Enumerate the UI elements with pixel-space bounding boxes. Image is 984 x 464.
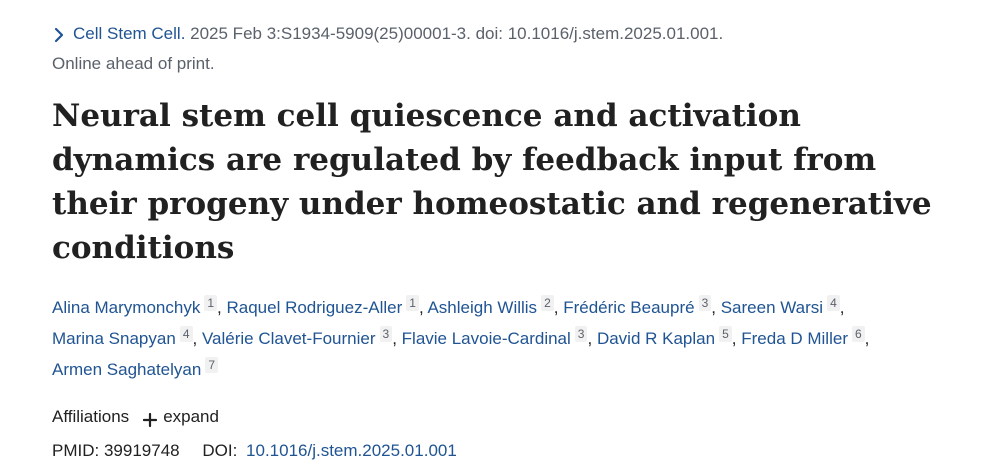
- author-item: Armen Saghatelyan 7: [52, 357, 219, 379]
- author-list: Alina Marymonchyk 1, Raquel Rodriguez-All…: [52, 292, 872, 385]
- affiliation-number[interactable]: 7: [205, 357, 219, 373]
- author-item: Ashleigh Willis 2,: [427, 295, 559, 317]
- author-item: Marina Snapyan 4,: [52, 326, 198, 348]
- author-separator: ,: [839, 298, 845, 317]
- author-separator: ,: [587, 329, 593, 348]
- author-link[interactable]: Marina Snapyan: [52, 329, 176, 348]
- author-link[interactable]: Sareen Warsi: [720, 298, 824, 317]
- author-item: Alina Marymonchyk 1,: [52, 295, 222, 317]
- author-link[interactable]: Alina Marymonchyk: [52, 298, 201, 317]
- author-separator: ,: [217, 298, 222, 317]
- author-separator: ,: [192, 329, 198, 348]
- affiliations-label: Affiliations: [52, 407, 130, 426]
- doi-link[interactable]: 10.1016/j.stem.2025.01.001: [246, 441, 457, 460]
- affiliation-number[interactable]: 2: [541, 295, 554, 311]
- author-separator: ,: [731, 329, 737, 348]
- author-separator: ,: [553, 298, 559, 317]
- affiliation-number[interactable]: 4: [827, 295, 840, 311]
- journal-line: Cell Stem Cell. 2025 Feb 3:S1934-5909(25…: [52, 22, 952, 46]
- affiliation-number[interactable]: 4: [179, 326, 193, 342]
- author-separator: ,: [711, 298, 716, 317]
- affiliation-number[interactable]: 3: [698, 295, 712, 311]
- affiliation-number[interactable]: 5: [719, 326, 732, 342]
- affiliation-number[interactable]: 3: [379, 326, 393, 342]
- affiliation-number[interactable]: 1: [406, 295, 419, 311]
- author-link[interactable]: Freda D Miller: [741, 329, 848, 348]
- article-header: Cell Stem Cell. 2025 Feb 3:S1934-5909(25…: [52, 22, 952, 463]
- author-separator: ,: [418, 298, 424, 317]
- author-item: David R Kaplan 5,: [596, 326, 737, 348]
- author-separator: ,: [864, 329, 870, 348]
- article-title: Neural stem cell quiescence and activati…: [52, 98, 932, 266]
- pmid-label: PMID:: [52, 441, 100, 460]
- author-separator: ,: [392, 329, 397, 348]
- author-item: Sareen Warsi 4,: [720, 295, 845, 317]
- affiliation-number[interactable]: 1: [204, 295, 218, 311]
- identifiers: PMID: 39919748 DOI: 10.1016/j.stem.2025.…: [52, 439, 952, 463]
- author-link[interactable]: Ashleigh Willis: [427, 298, 538, 317]
- author-link[interactable]: Valérie Clavet-Fournier: [201, 329, 376, 348]
- author-item: Freda D Miller 6,: [741, 326, 870, 348]
- affiliation-number[interactable]: 6: [851, 326, 865, 342]
- citation: Cell Stem Cell. 2025 Feb 3:S1934-5909(25…: [52, 22, 952, 76]
- author-link[interactable]: Raquel Rodriguez-Aller: [226, 298, 403, 317]
- plus-icon[interactable]: [143, 410, 158, 428]
- citation-details: 2025 Feb 3:S1934-5909(25)00001-3. doi: 1…: [185, 24, 724, 43]
- pmid-value: 39919748: [103, 441, 180, 460]
- affiliation-number[interactable]: 3: [574, 326, 588, 342]
- author-link[interactable]: David R Kaplan: [596, 329, 716, 348]
- expand-affiliations-button[interactable]: expand: [163, 407, 219, 426]
- journal-link[interactable]: Cell Stem Cell.: [73, 24, 186, 43]
- author-link[interactable]: Flavie Lavoie-Cardinal: [401, 329, 571, 348]
- author-link[interactable]: Armen Saghatelyan: [52, 360, 202, 379]
- affiliations-row: Affiliations expand: [52, 405, 952, 429]
- publication-status: Online ahead of print.: [52, 54, 215, 73]
- doi-label: DOI:: [202, 441, 238, 460]
- chevron-right-icon[interactable]: [52, 26, 66, 43]
- author-item: Valérie Clavet-Fournier 3,: [201, 326, 397, 348]
- author-item: Raquel Rodriguez-Aller 1,: [226, 295, 424, 317]
- author-link[interactable]: Frédéric Beaupré: [563, 298, 695, 317]
- author-item: Flavie Lavoie-Cardinal 3,: [401, 326, 593, 348]
- author-item: Frédéric Beaupré 3,: [563, 295, 716, 317]
